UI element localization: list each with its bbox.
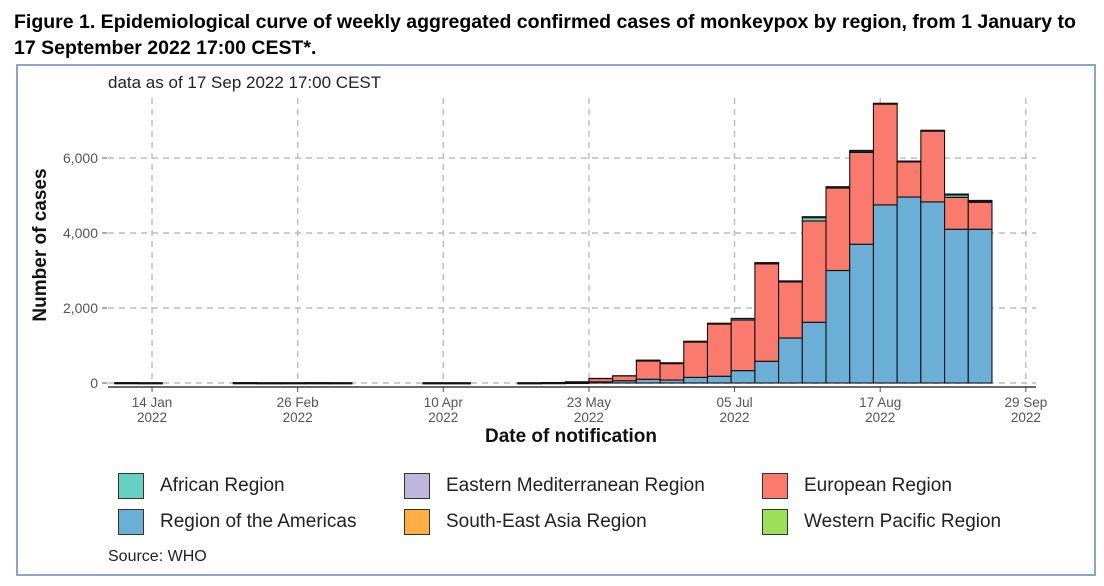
x-tick-label: 2022 <box>865 410 895 425</box>
bar-segment <box>849 243 874 384</box>
bar-segment <box>683 341 709 378</box>
bar-segment <box>778 337 803 384</box>
y-axis-label: Number of cases <box>30 168 51 321</box>
bar-segment <box>730 319 756 372</box>
bar-segment <box>920 130 946 203</box>
bar-segment <box>944 228 969 384</box>
y-tick-label: 0 <box>90 375 98 391</box>
x-tick-label: 2022 <box>428 410 458 425</box>
bar-segment <box>730 370 756 384</box>
x-tick-label: 2022 <box>137 410 167 425</box>
bar-segment <box>801 321 827 384</box>
bar-segment <box>944 196 969 230</box>
x-tick-label: 14 Jan <box>132 395 173 410</box>
bar-segment <box>778 281 803 339</box>
bar-segment <box>825 187 851 272</box>
x-tick-label: 2022 <box>720 410 750 425</box>
x-tick-label: 2022 <box>283 410 313 425</box>
source-note: Source: WHO <box>108 548 207 565</box>
x-tick-label: 2022 <box>574 410 604 425</box>
y-tick-label: 6,000 <box>63 150 98 166</box>
bar-segment <box>825 269 851 384</box>
bars-layer <box>114 102 993 385</box>
x-tick-label: 26 Feb <box>277 395 319 410</box>
x-axis-label: Date of notification <box>485 426 657 447</box>
bar-segment <box>612 375 637 382</box>
y-tick-label: 2,000 <box>63 300 98 316</box>
y-tick-label: 4,000 <box>63 225 98 241</box>
x-tick-label: 2022 <box>1011 410 1041 425</box>
chart-subtitle: data as of 17 Sep 2022 17:00 CEST <box>108 73 381 92</box>
x-tick-label: 17 Aug <box>859 395 901 410</box>
bar-segment <box>896 160 922 198</box>
bar-segment <box>801 220 827 323</box>
figure-title: Figure 1. Epidemiological curve of weekl… <box>14 11 1076 59</box>
bar-segment <box>896 196 922 384</box>
bar-segment <box>706 375 732 384</box>
bar-segment <box>635 378 661 384</box>
bar-segment <box>967 228 993 384</box>
bar-segment <box>659 362 685 381</box>
bar-segment <box>920 201 946 384</box>
bar-segment <box>872 103 898 206</box>
bar-segment <box>683 376 709 384</box>
bar-segment <box>706 323 732 377</box>
bar-segment <box>635 359 661 380</box>
bar-segment <box>967 201 993 230</box>
bar-segment <box>872 204 898 384</box>
x-tick-label: 23 May <box>567 395 612 410</box>
bar-segment <box>849 151 874 245</box>
x-tick-label: 10 Apr <box>424 395 464 410</box>
x-tick-label: 29 Sep <box>1004 395 1047 410</box>
bar-segment <box>754 263 780 362</box>
x-tick-label: 05 Jul <box>717 395 753 410</box>
bar-segment <box>754 360 780 384</box>
